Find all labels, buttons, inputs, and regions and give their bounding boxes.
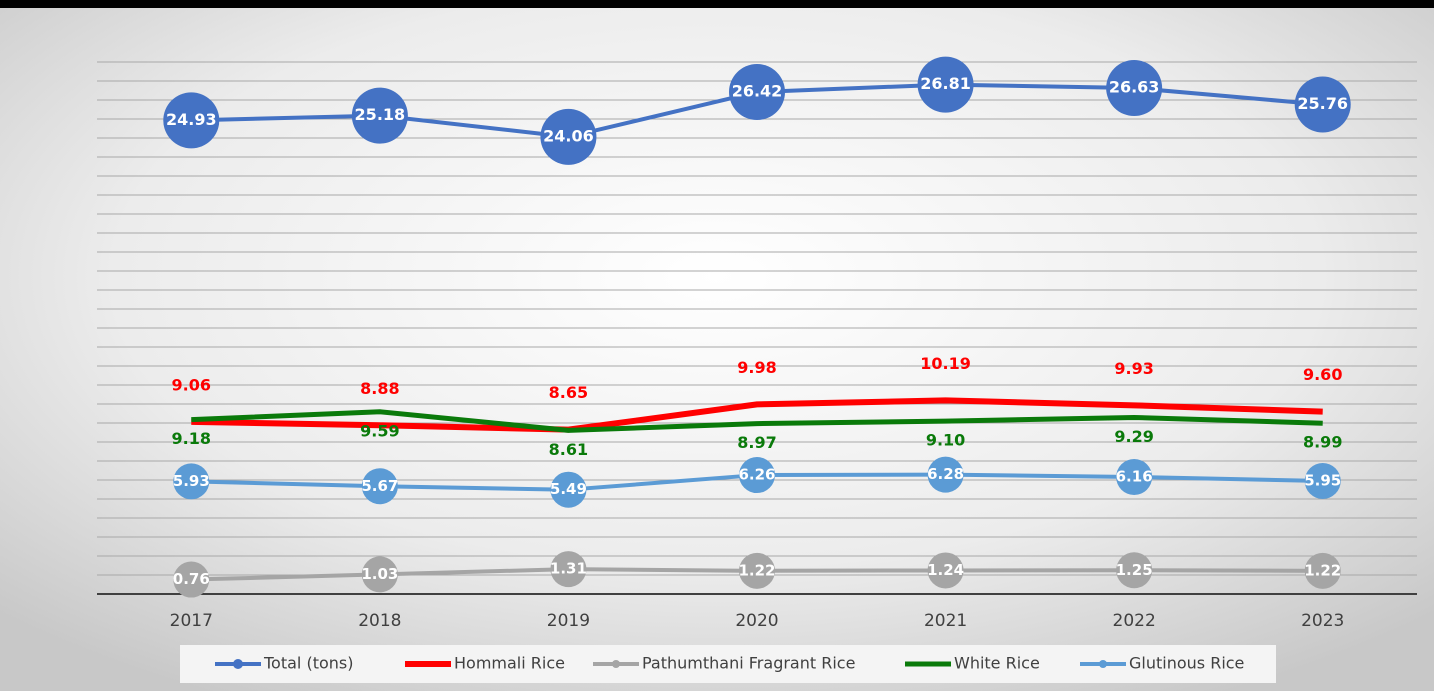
marker	[729, 64, 785, 121]
marker	[550, 471, 587, 508]
legend-label: Total (tons)	[263, 654, 353, 673]
legend-label: Hommali Rice	[454, 654, 565, 673]
marker	[917, 56, 974, 113]
legend-marker	[1099, 660, 1107, 668]
marker	[1304, 552, 1341, 589]
series-line	[191, 397, 1323, 433]
data-label: 24.06	[543, 126, 594, 145]
marker	[1116, 552, 1153, 589]
data-label: 26.81	[920, 74, 971, 93]
data-label: 9.93	[1114, 359, 1153, 378]
data-label: 9.18	[172, 429, 211, 448]
data-label: 1.24	[927, 561, 964, 579]
data-label: 8.65	[549, 383, 588, 402]
marker	[361, 556, 398, 593]
data-label: 0.76	[173, 570, 210, 588]
legend-marker	[233, 659, 243, 669]
data-label: 1.03	[361, 565, 398, 583]
marker	[927, 552, 964, 589]
data-label: 9.29	[1114, 427, 1153, 446]
series-line	[191, 409, 1323, 433]
legend-label: Glutinous Rice	[1129, 654, 1244, 673]
marker	[1294, 76, 1351, 133]
data-label: 9.06	[172, 375, 211, 394]
marker	[361, 468, 398, 505]
legend-label: Pathumthani Fragrant Rice	[642, 654, 855, 673]
data-label: 25.76	[1297, 94, 1348, 113]
marker	[351, 87, 408, 144]
marker	[163, 92, 220, 149]
data-label: 6.16	[1116, 467, 1153, 485]
data-label: 1.22	[738, 561, 775, 579]
marker	[173, 561, 210, 598]
marker	[739, 457, 775, 494]
marker	[1116, 458, 1153, 495]
data-label: 8.61	[549, 440, 588, 459]
data-label: 8.99	[1303, 433, 1342, 452]
marker	[1106, 60, 1163, 117]
x-tick-label: 2019	[547, 611, 590, 631]
data-label: 9.98	[737, 358, 776, 377]
data-label: 26.42	[732, 82, 783, 101]
marker	[1304, 462, 1341, 499]
data-label: 24.93	[166, 110, 217, 129]
data-label: 9.10	[926, 431, 965, 450]
x-tick-label: 2017	[170, 611, 213, 631]
data-label: 9.59	[360, 421, 399, 440]
data-label: 1.31	[550, 560, 587, 578]
legend-marker	[612, 660, 620, 668]
legend-label: White Rice	[954, 654, 1040, 673]
marker	[540, 108, 597, 165]
marker	[739, 552, 775, 589]
top-bar	[0, 0, 1434, 8]
data-label: 8.97	[737, 433, 776, 452]
marker	[550, 551, 587, 588]
data-label: 8.88	[360, 379, 399, 398]
data-label: 6.26	[738, 466, 775, 484]
data-label: 9.60	[1303, 365, 1342, 384]
data-label: 25.18	[355, 105, 406, 124]
data-label: 1.22	[1304, 561, 1341, 579]
x-tick-label: 2022	[1113, 611, 1156, 631]
data-label: 5.67	[361, 477, 398, 495]
x-tick-label: 2020	[735, 611, 778, 631]
data-label: 5.93	[173, 472, 210, 490]
data-label: 26.63	[1109, 78, 1160, 97]
x-tick-label: 2023	[1301, 611, 1344, 631]
data-label: 5.49	[550, 480, 587, 498]
marker	[173, 463, 210, 500]
data-label: 6.28	[927, 465, 964, 483]
data-label: 10.19	[920, 354, 971, 373]
data-label: 1.25	[1116, 561, 1153, 579]
x-tick-label: 2021	[924, 611, 967, 631]
x-tick-label: 2018	[358, 611, 401, 631]
data-label: 5.95	[1304, 471, 1341, 489]
marker	[927, 456, 964, 493]
